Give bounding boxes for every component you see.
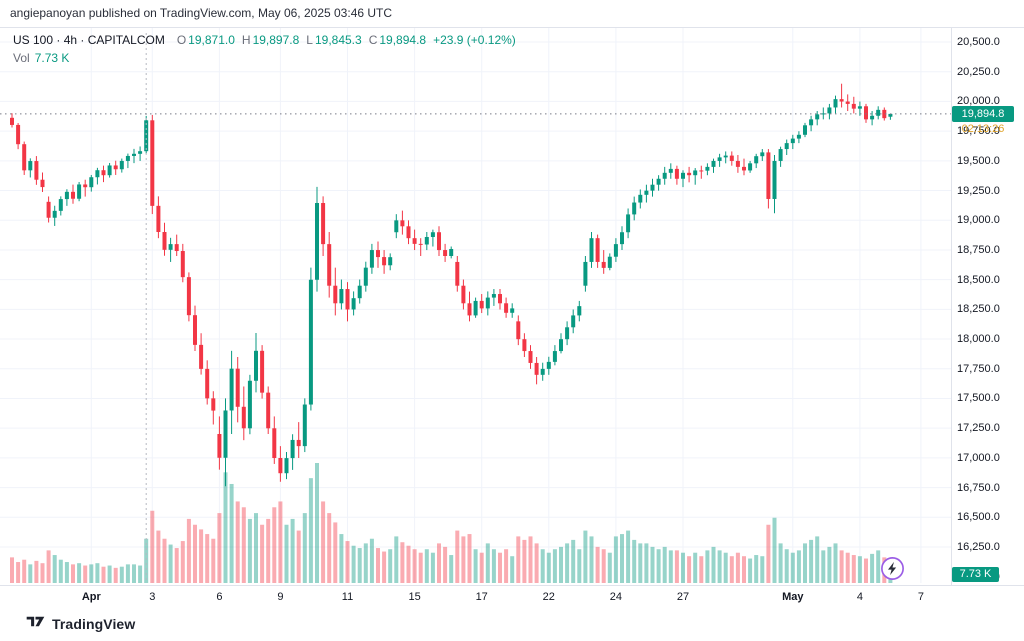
footer-link[interactable]: TradingView	[26, 613, 135, 635]
legend-ohlc-row: US 100 · 4h · CAPITALCOM O 19,871.0 H 19,897…	[13, 33, 516, 47]
close-value: 19,894.8	[379, 33, 427, 47]
symbol-title: US 100 · 4h · CAPITALCOM	[13, 33, 165, 47]
volume-value: 7.73 K	[34, 51, 70, 65]
bar-countdown: 02:13:26	[961, 122, 1005, 135]
high-label: H	[241, 33, 251, 47]
low-value: 19,845.3	[314, 33, 362, 47]
tradingview-logo-icon	[26, 613, 45, 635]
boost-button[interactable]	[880, 556, 905, 581]
price-axis-divider	[951, 28, 952, 585]
change-value: +23.9 (+0.12%)	[433, 33, 516, 47]
volume-label: Vol	[13, 51, 30, 65]
open-value: 19,871.0	[188, 33, 235, 47]
lightning-icon	[880, 557, 905, 584]
open-label: O	[176, 33, 187, 47]
header-divider	[0, 27, 1024, 28]
low-label: L	[306, 33, 313, 47]
close-label: C	[368, 33, 378, 47]
high-value: 19,897.8	[252, 33, 300, 47]
published-note: angiepanoyan published on TradingView.co…	[10, 6, 393, 20]
time-axis-divider	[0, 585, 1024, 586]
volume-badge: 7.73 K	[952, 566, 999, 582]
chart-legend: US 100 · 4h · CAPITALCOM O 19,871.0 H 19,897…	[13, 33, 516, 65]
last-price-badge: 19,894.8	[952, 105, 1014, 122]
brand-text: TradingView	[52, 616, 136, 632]
legend-volume-row: Vol 7.73 K	[13, 51, 516, 65]
